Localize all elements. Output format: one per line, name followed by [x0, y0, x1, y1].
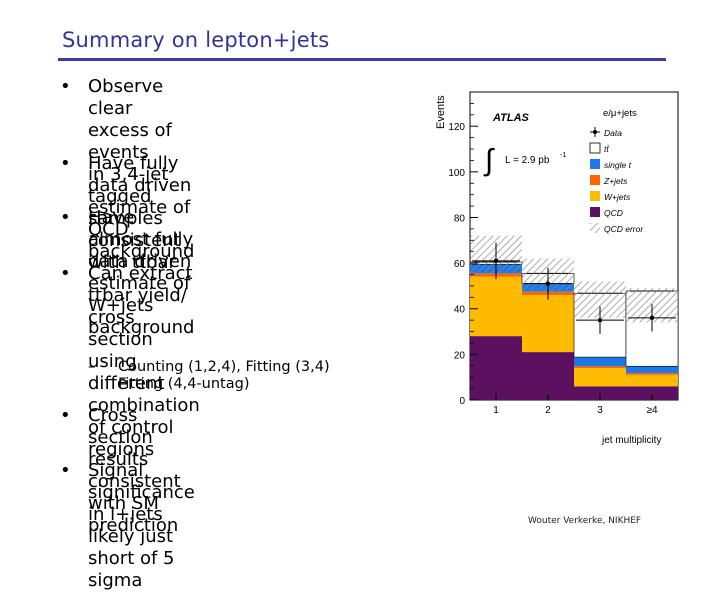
- bullet-marker: •: [60, 460, 71, 481]
- qcd-error-band-4: [626, 288, 678, 323]
- bar-z-jets-3: [574, 366, 626, 369]
- bullet-marker: •: [60, 207, 71, 228]
- y-tick-label-60: 60: [454, 259, 466, 270]
- bar-w-jets-4: [626, 374, 678, 387]
- legend-swatch-w-jets: [590, 191, 600, 201]
- bullet-marker: •: [60, 405, 71, 426]
- data-point-1: [493, 258, 499, 264]
- bullet-text: Observe clear excess of events in 3,4-je…: [88, 76, 181, 273]
- plot-frame: [469, 91, 679, 401]
- bar-single-t-2: [522, 283, 574, 292]
- bar-qcd-1: [470, 336, 522, 400]
- y-tick-label-120: 120: [448, 122, 465, 133]
- x-tick-label-4: ≥4: [646, 405, 657, 416]
- y-tick-label-80: 80: [454, 213, 466, 224]
- legend-swatch-data-point: [593, 130, 597, 134]
- title-underline: [58, 58, 666, 61]
- legend-label-single-t: single t: [604, 160, 632, 170]
- bullet-text: Can extract ttbar yield/ cross section u…: [88, 263, 200, 460]
- x-tick-label-1: 1: [493, 405, 499, 416]
- y-tick-label-0: 0: [459, 396, 465, 407]
- bullet-marker: •: [60, 76, 71, 97]
- bar-z-jets-1: [470, 273, 522, 277]
- legend-swatch-qcd: [590, 207, 600, 217]
- bar-tt-2: [521, 273, 575, 284]
- channel-label: e/μ+jets: [603, 108, 637, 119]
- x-tick-label-3: 3: [597, 405, 603, 416]
- bar-w-jets-2: [522, 295, 574, 353]
- legend-swatch-tt: [589, 142, 601, 154]
- y-tick-label-20: 20: [454, 350, 466, 361]
- legend-label-qcd-error: QCD error: [604, 224, 644, 234]
- bullet-text: Signal significance in l+jets likely jus…: [88, 460, 195, 591]
- bar-tt-1: [469, 261, 523, 265]
- legend-swatch-z-jets: [590, 175, 600, 185]
- qcd-error-band-1: [470, 235, 522, 275]
- x-axis-label: jet multiplicity: [601, 435, 661, 446]
- integral-sign: ∫: [483, 144, 495, 177]
- y-tick-label-100: 100: [448, 168, 465, 179]
- x-tick-label-2: 2: [545, 405, 551, 416]
- legend-label-z-jets: Z+jets: [603, 176, 628, 186]
- footer-author: Wouter Verkerke, NIKHEF: [528, 516, 642, 526]
- y-tick-label-40: 40: [454, 305, 466, 316]
- legend-label-data: Data: [604, 128, 622, 138]
- bar-qcd-4: [626, 386, 678, 400]
- lumi-superscript: -1: [560, 152, 566, 159]
- bullet-text: Have fully data driven estimate of QCD b…: [88, 153, 195, 262]
- atlas-label: ATLAS: [492, 112, 530, 124]
- bullet-text: Cross section results consistent with SM…: [88, 405, 181, 536]
- bar-tt-3: [573, 292, 627, 358]
- bar-qcd-3: [574, 386, 626, 400]
- bullet-text: Have almost fully data driven estimate o…: [88, 207, 195, 338]
- data-point-4: [649, 315, 655, 321]
- bar-w-jets-3: [574, 368, 626, 387]
- bar-tt-4: [625, 290, 679, 367]
- legend-label-qcd: QCD: [604, 208, 623, 218]
- data-point-2: [545, 281, 551, 286]
- qcd-error-band-3: [574, 281, 626, 318]
- bar-single-t-3: [574, 357, 626, 367]
- bar-z-jets-4: [626, 373, 678, 375]
- data-point-3: [597, 317, 603, 323]
- bar-qcd-2: [522, 352, 574, 400]
- bar-w-jets-1: [470, 276, 522, 337]
- bullet-marker: •: [60, 153, 71, 174]
- legend-label-w-jets: W+jets: [604, 192, 631, 202]
- lumi-label: L = 2.9 pb: [505, 155, 550, 166]
- slide-title: Summary on lepton+jets: [62, 28, 330, 52]
- bar-single-t-4: [626, 366, 678, 374]
- subbullet-counting-fitting: Counting (1,2,4), Fitting (3,4) Fitting …: [118, 359, 330, 392]
- subbullet-marker: –: [88, 359, 96, 375]
- legend-swatch-qcd-error: [590, 223, 600, 233]
- legend-swatch-single-t: [590, 159, 600, 169]
- qcd-error-band-2: [522, 258, 574, 296]
- bullet-marker: •: [60, 263, 71, 284]
- legend-label-tt: tt̄: [604, 144, 610, 154]
- y-axis-label: Events: [435, 95, 447, 129]
- bar-single-t-1: [470, 264, 522, 274]
- bar-z-jets-2: [522, 291, 574, 296]
